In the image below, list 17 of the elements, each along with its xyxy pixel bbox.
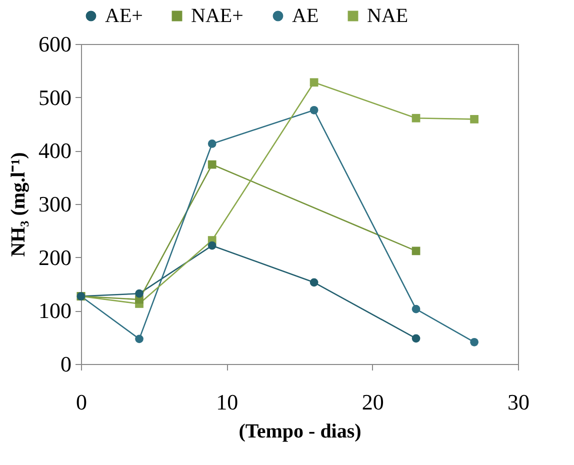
x-tick-label: 10 [216,390,238,414]
y-tick-label: 400 [38,138,72,164]
legend-label: AE [292,5,319,27]
legend-label: NAE [367,5,408,27]
y-tick-label: 100 [38,298,72,324]
legend-label: NAE+ [191,5,244,27]
x-tick-label: 30 [508,390,530,414]
y-tick-label: 200 [38,244,72,270]
x-tick-label: 0 [76,390,87,414]
x-tick-label: 20 [362,390,384,414]
y-tick-label: 600 [38,32,72,56]
y-axis-title: NH₃ (mg.l⁻¹) [8,152,30,257]
y-tick-label: 300 [38,192,72,216]
legend-label: AE+ [105,5,143,27]
x-axis-title: (Tempo - dias) [238,420,362,442]
y-tick-label: 0 [60,352,72,376]
y-tick-label: 500 [38,84,72,110]
